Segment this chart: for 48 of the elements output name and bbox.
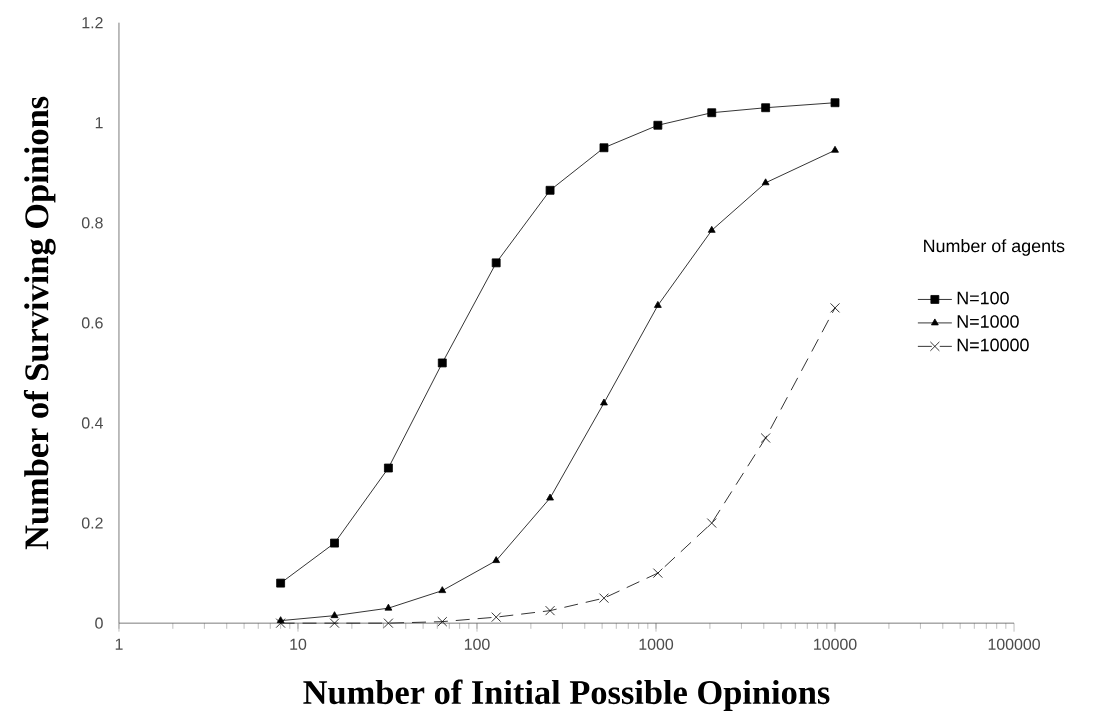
point — [275, 618, 286, 628]
x-tick-label: 100000 — [988, 638, 1040, 650]
x-tick-label: 10000 — [814, 638, 857, 650]
legend-label: N=10000 — [957, 338, 1029, 352]
point — [600, 398, 608, 406]
point — [707, 108, 717, 118]
y-tick-label: 0.6 — [81, 317, 103, 329]
point — [760, 433, 771, 443]
point — [438, 586, 447, 593]
point — [653, 120, 663, 130]
point — [384, 463, 393, 473]
point — [707, 225, 716, 233]
x-tick-label: 1000 — [639, 638, 674, 650]
point — [383, 618, 394, 628]
legend-title: Number of agents — [924, 239, 1065, 256]
point — [276, 578, 286, 588]
point — [599, 143, 609, 153]
point — [384, 603, 393, 611]
point — [330, 611, 339, 618]
point — [599, 593, 609, 603]
y-axis-title: Number of Surviving Opinions — [23, 96, 56, 550]
y-tick-label: 0.8 — [81, 217, 103, 229]
point — [654, 300, 662, 308]
point — [329, 618, 340, 628]
point — [545, 605, 555, 616]
y-tick-label: 1 — [95, 117, 103, 129]
point — [492, 556, 501, 563]
legend-label: N=1000 — [957, 315, 1019, 328]
x-axis-title: Number of Initial Possible Opinions — [303, 679, 830, 712]
y-tick-label: 0.4 — [81, 417, 103, 429]
point — [545, 185, 555, 195]
y-tick-label: 0 — [95, 617, 103, 629]
x-tick-label: 10 — [290, 638, 307, 650]
point — [761, 103, 771, 113]
point — [437, 358, 447, 368]
x-tick-label: 100 — [464, 638, 490, 650]
point — [546, 493, 554, 501]
point — [330, 538, 339, 548]
point — [437, 616, 448, 627]
y-tick-label: 0.2 — [81, 517, 103, 529]
point — [491, 258, 501, 268]
legend-label: N=100 — [957, 291, 1009, 305]
y-tick-label: 1.2 — [82, 17, 103, 29]
point — [706, 518, 717, 528]
point — [491, 612, 502, 622]
point — [652, 568, 663, 578]
x-tick-label: 1 — [115, 638, 123, 650]
point — [761, 178, 770, 186]
